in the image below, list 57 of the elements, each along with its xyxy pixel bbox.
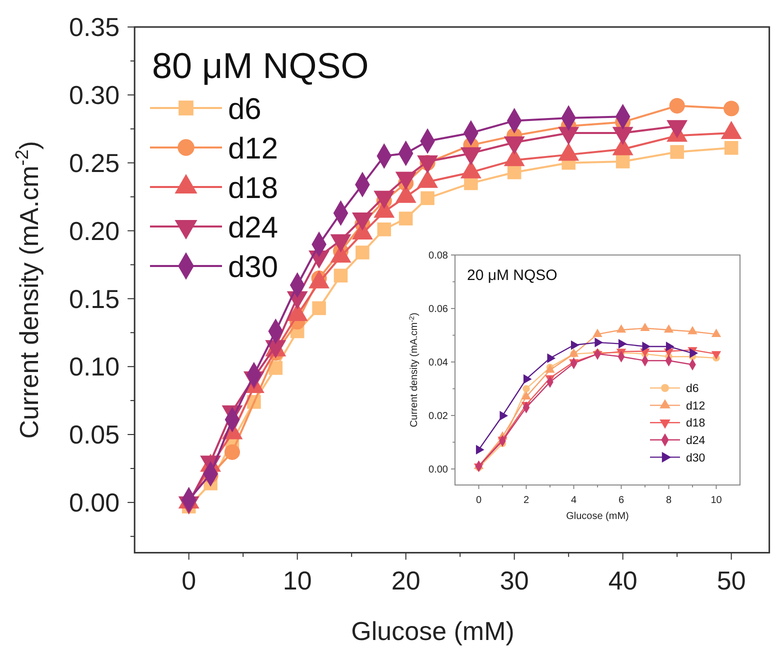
- x-tick-label: 6: [618, 495, 624, 506]
- point: [642, 342, 651, 352]
- y-tick-label: 0.06: [428, 304, 448, 315]
- x-tick-label: 10: [282, 566, 312, 596]
- x-tick-label: 2: [523, 495, 530, 506]
- y-tick-label: 0.08: [428, 250, 448, 262]
- point: [594, 338, 604, 348]
- y-tick-label: 0.10: [68, 352, 120, 382]
- legend-label: d30: [228, 250, 278, 284]
- text: 80 μM NQSO: [152, 45, 369, 86]
- x-tick-label: 50: [716, 566, 746, 596]
- y-tick-label: 0.35: [68, 12, 120, 42]
- legend-label: d6: [686, 383, 699, 396]
- point: [688, 326, 698, 334]
- y-tick-label: 0.15: [68, 284, 120, 314]
- y-tick-label: 0.04: [428, 357, 448, 368]
- x-tick-label: 40: [608, 566, 638, 596]
- y-tick-label: 0.25: [68, 148, 120, 178]
- point: [500, 410, 508, 421]
- y-tick-label: 0.02: [428, 410, 448, 422]
- x-axis-title: Glucose (mM): [566, 511, 629, 522]
- point: [523, 374, 532, 384]
- point: [690, 348, 698, 358]
- y-tick-label: 0.30: [68, 80, 120, 110]
- point: [521, 391, 532, 400]
- x-tick-label: 20: [391, 566, 420, 596]
- point: [522, 385, 530, 392]
- y-tick-label: 0.05: [68, 420, 120, 450]
- legend-label: d12: [686, 400, 706, 412]
- x-axis-title: Glucose (mM): [351, 616, 514, 646]
- x-tick-label: 30: [500, 566, 529, 596]
- x-tick-label: 0: [182, 566, 196, 596]
- x-tick-label: 0: [476, 495, 482, 506]
- x-tick-label: 4: [570, 495, 577, 506]
- x-tick-label: 8: [666, 495, 672, 506]
- legend-label: d18: [686, 418, 706, 430]
- point: [547, 353, 556, 364]
- legend-label: d30: [686, 452, 706, 464]
- point: [618, 338, 627, 349]
- legend-label: d12: [228, 132, 278, 166]
- point: [640, 322, 650, 332]
- legend-label: d18: [228, 172, 278, 205]
- y-tick-label: 0.00: [68, 488, 120, 518]
- point: [711, 328, 722, 337]
- x-tick-label: 10: [710, 495, 722, 506]
- point: [664, 324, 674, 333]
- point: [476, 444, 484, 455]
- legend-label: d24: [228, 211, 278, 244]
- text: 20 μM NQSO: [467, 267, 558, 284]
- point: [592, 328, 602, 337]
- y-tick-label: 0.20: [68, 216, 120, 246]
- legend-label: d6: [228, 92, 262, 126]
- legend-label: d24: [686, 435, 706, 448]
- point: [570, 340, 580, 350]
- point: [666, 342, 674, 352]
- point: [616, 324, 626, 333]
- y-tick-label: 0.00: [428, 464, 448, 476]
